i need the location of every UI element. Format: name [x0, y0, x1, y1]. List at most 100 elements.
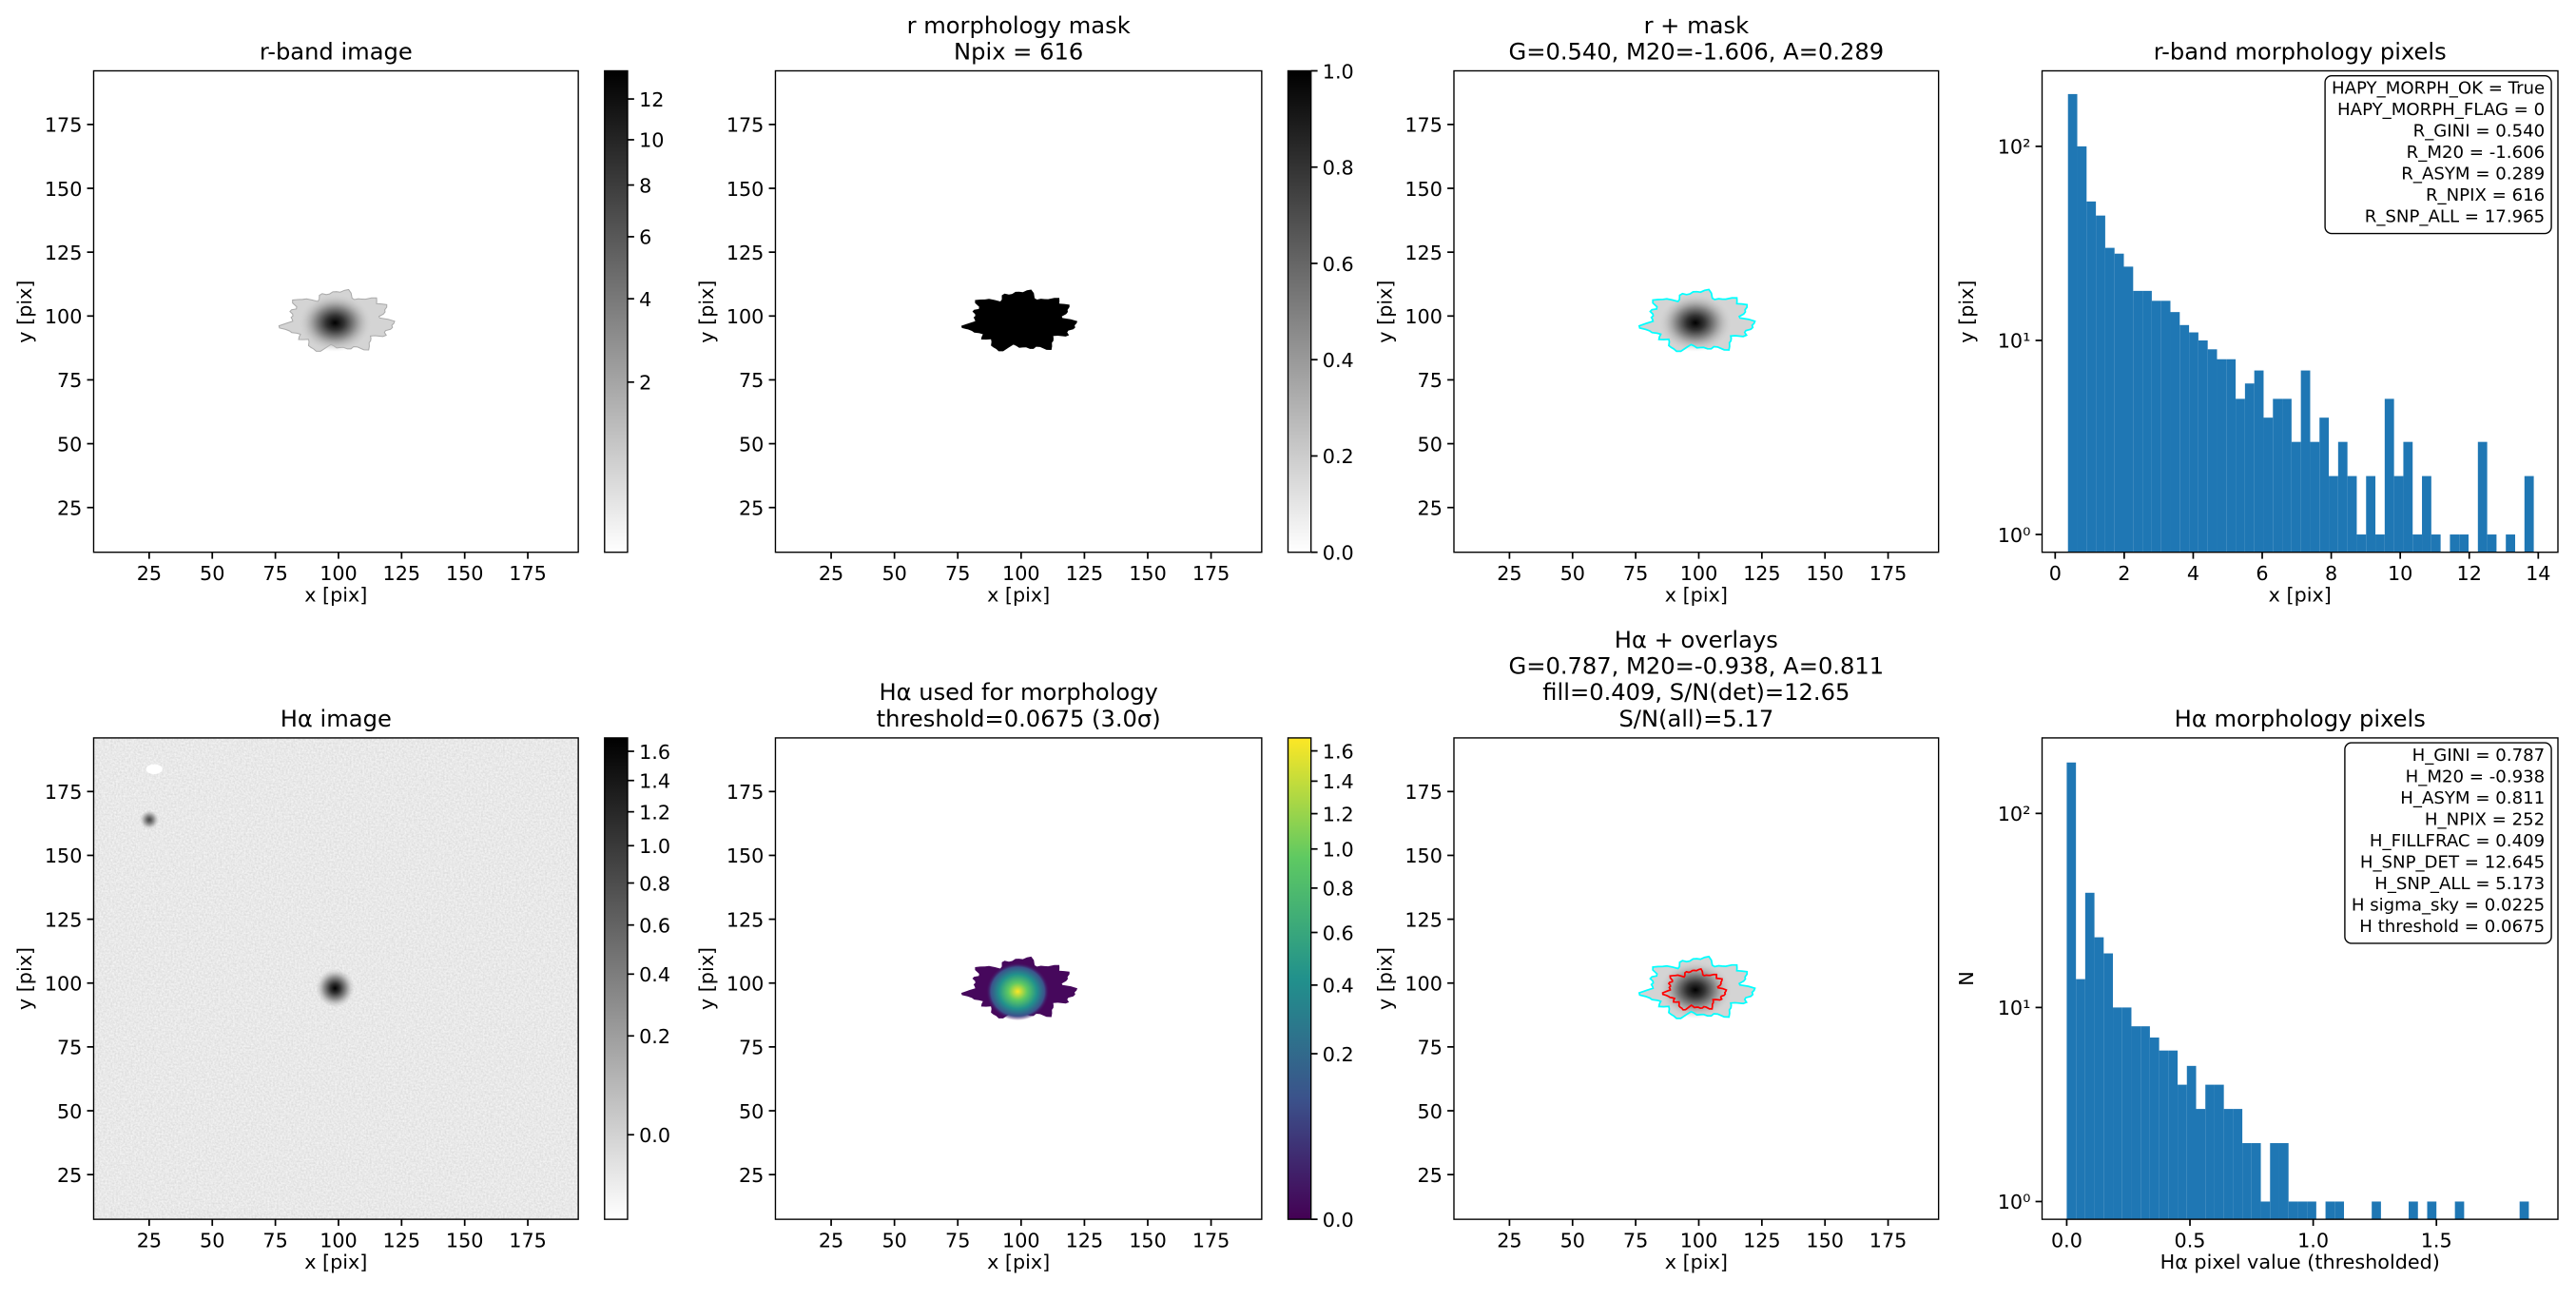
- annotation-line: H_ASYM = 0.811: [2400, 788, 2545, 808]
- source-core: [986, 962, 1050, 1020]
- x-tick-label: 150: [1806, 1230, 1844, 1252]
- histogram-bar: [2223, 1109, 2234, 1220]
- histogram-bar: [2159, 1050, 2169, 1220]
- histogram-bar: [2270, 1143, 2279, 1220]
- colorbar-tick-label: 2: [639, 372, 651, 395]
- x-tick-label: 0.0: [2051, 1230, 2082, 1252]
- histogram-bar: [2251, 1143, 2261, 1220]
- y-tick-label: 100: [45, 973, 83, 996]
- panel-title: Hα image: [281, 706, 392, 732]
- y-tick-label: 100: [45, 305, 83, 328]
- panel-title: threshold=0.0675 (3.0σ): [877, 706, 1161, 732]
- y-tick-label: 175: [45, 781, 83, 804]
- histogram-bar: [2226, 359, 2237, 553]
- y-tick-label: 25: [739, 496, 764, 519]
- histogram-bar: [2454, 1201, 2465, 1220]
- histogram-bar: [2103, 953, 2114, 1220]
- colorbar-tick-label: 0.2: [639, 1025, 670, 1048]
- colorbar-tick-label: 0.8: [1323, 157, 1354, 180]
- y-tick-label: 100: [1404, 305, 1443, 328]
- x-tick-label: 175: [1192, 562, 1230, 585]
- histogram-bar: [2524, 475, 2534, 553]
- histogram-bar: [2403, 441, 2413, 553]
- colorbar-tick-label: 0.6: [639, 914, 670, 937]
- annotation-line: H_SNP_ALL = 5.173: [2374, 874, 2545, 894]
- y-tick-label: 75: [57, 1037, 82, 1059]
- axes-frame: [774, 69, 1263, 553]
- y-tick-label: 150: [1404, 178, 1443, 201]
- histogram-bar: [2282, 398, 2292, 553]
- y-axis-label: y [pix]: [1373, 947, 1396, 1010]
- histogram-bar: [2094, 937, 2104, 1220]
- x-tick-label: 125: [383, 562, 421, 585]
- x-tick-label: 150: [446, 1230, 484, 1252]
- x-tick-label: 12: [2457, 562, 2482, 585]
- annotation-line: H_NPIX = 252: [2425, 809, 2545, 829]
- histogram-bar: [2096, 215, 2105, 553]
- annotation-line: R_ASYM = 0.289: [2401, 165, 2545, 184]
- y-tick-label: 100: [1404, 973, 1443, 996]
- histogram-bar: [2260, 1201, 2271, 1220]
- colorbar-tick-label: 0.4: [639, 963, 670, 986]
- y-tick-label: 50: [1418, 433, 1443, 456]
- x-tick-label: 1.5: [2421, 1230, 2452, 1252]
- y-axis-label: y [pix]: [695, 281, 718, 343]
- histogram-bar: [2372, 1201, 2381, 1220]
- histogram-bar: [2123, 266, 2134, 553]
- histogram-bar: [2198, 340, 2208, 553]
- x-tick-label: 50: [881, 562, 906, 585]
- histogram-bar: [2077, 146, 2087, 553]
- histogram-bar: [2179, 324, 2190, 553]
- colorbar: [1287, 69, 1312, 553]
- panel-title: Hα used for morphology: [879, 679, 1157, 706]
- y-tick-label: 25: [1418, 1164, 1443, 1187]
- histogram-bar: [2214, 1084, 2224, 1220]
- panel-title: Npix = 616: [954, 38, 1083, 65]
- y-axis-label: y [pix]: [1373, 281, 1396, 343]
- histogram-bar: [2066, 762, 2077, 1220]
- contour: [1637, 955, 1756, 1019]
- source-core: [1658, 294, 1733, 352]
- histogram-bar: [2207, 349, 2218, 553]
- panel-title: Hα + overlays: [1615, 627, 1778, 653]
- y-tick-label: 150: [1404, 844, 1443, 867]
- annotation-box: [2324, 74, 2552, 235]
- annotation-line: H_FILLFRAC = 0.409: [2370, 831, 2545, 851]
- histogram-bar: [2151, 301, 2161, 553]
- x-tick-label: 75: [1623, 1230, 1648, 1252]
- x-tick-label: 25: [137, 1230, 162, 1252]
- x-tick-label: 150: [1129, 1230, 1167, 1252]
- histogram-bar: [2236, 398, 2245, 553]
- y-tick-label: 150: [45, 844, 83, 867]
- colorbar-tick-label: 0.8: [639, 872, 670, 895]
- x-tick-label: 10: [2388, 562, 2412, 585]
- histogram-bar: [2244, 383, 2255, 553]
- histogram-bar: [2242, 1143, 2252, 1220]
- histogram-bar: [2431, 534, 2441, 553]
- colorbar-tick-label: 1.0: [639, 835, 670, 858]
- histogram-bar: [2131, 1026, 2141, 1220]
- y-tick-label: 10²: [1998, 136, 2031, 159]
- annotation-line: H_SNP_DET = 12.645: [2360, 852, 2545, 872]
- x-tick-label: 125: [1066, 1230, 1104, 1252]
- colorbar-tick-label: 0.2: [1323, 445, 1354, 468]
- histogram-bar: [2487, 534, 2497, 553]
- x-axis-label: x [pix]: [1665, 584, 1728, 607]
- axes-frame: [1453, 737, 1940, 1220]
- colorbar-tick-label: 1.6: [1323, 740, 1354, 763]
- x-axis-label: x [pix]: [304, 584, 367, 607]
- source-core: [299, 294, 372, 352]
- axes-frame: [92, 69, 579, 553]
- colorbar-tick-label: 0.6: [1323, 253, 1354, 276]
- panel-title: G=0.787, M20=-0.938, A=0.811: [1508, 653, 1884, 680]
- histogram-bar: [2142, 290, 2152, 553]
- y-axis-label: y [pix]: [1955, 281, 1978, 343]
- x-tick-label: 2: [2118, 562, 2130, 585]
- annotation-line: H_M20 = -0.938: [2406, 767, 2546, 787]
- x-tick-label: 75: [262, 562, 287, 585]
- colorbar-tick-label: 8: [639, 174, 651, 197]
- x-tick-label: 150: [446, 562, 484, 585]
- histogram-bar: [2319, 417, 2330, 553]
- axes-frame: [1453, 69, 1940, 553]
- histogram-bar: [2254, 370, 2264, 553]
